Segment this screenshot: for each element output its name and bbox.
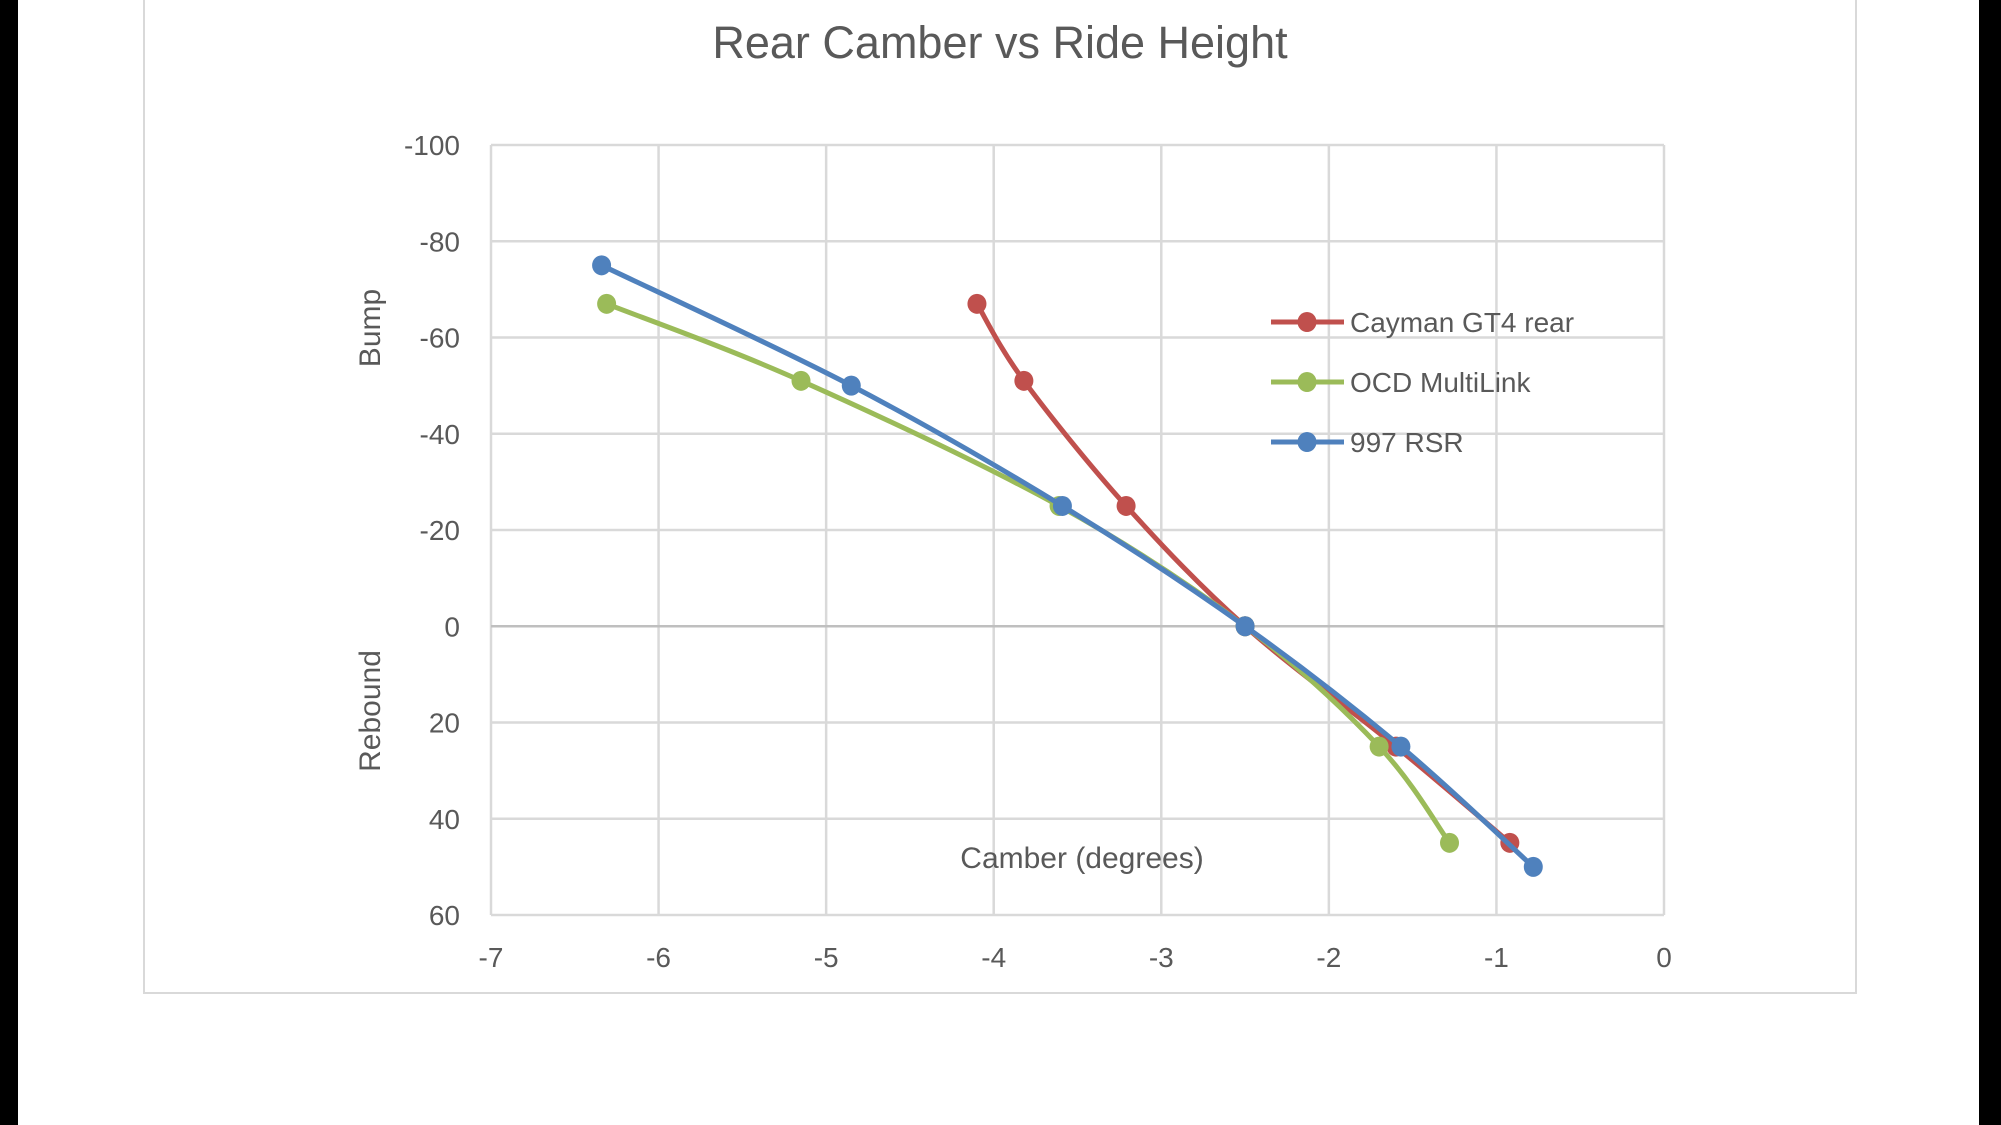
x-tick-label: -1 (1484, 942, 1509, 973)
data-point (1052, 495, 1072, 516)
data-point (1523, 856, 1543, 877)
legend-marker (1297, 372, 1317, 392)
data-point (1014, 370, 1034, 391)
data-point (597, 293, 617, 314)
data-point (841, 375, 861, 396)
y-tick-label: -40 (420, 419, 460, 450)
y-axis-title-rebound: Rebound (354, 650, 387, 772)
left-black-band (0, 0, 18, 1125)
x-tick-label: -7 (479, 942, 504, 973)
data-point (791, 370, 811, 391)
y-tick-label: -100 (404, 130, 460, 161)
y-tick-label: -60 (420, 323, 460, 354)
y-axis-title-bump: Bump (354, 289, 387, 367)
x-tick-label: -3 (1149, 942, 1174, 973)
legend-marker (1297, 312, 1317, 332)
y-tick-label: 60 (429, 900, 460, 931)
legend-label: OCD MultiLink (1350, 367, 1531, 398)
data-point (1391, 736, 1411, 757)
y-tick-label: 20 (429, 708, 460, 739)
legend-marker (1297, 432, 1317, 452)
legend-label: 997 RSR (1350, 427, 1464, 458)
data-point (1440, 832, 1460, 853)
data-point (967, 293, 987, 314)
y-tick-label: -20 (420, 515, 460, 546)
legend-label: Cayman GT4 rear (1350, 307, 1574, 338)
chart-frame (143, 0, 1857, 994)
x-tick-label: -4 (981, 942, 1006, 973)
x-tick-label: -2 (1316, 942, 1341, 973)
chart-title: Rear Camber vs Ride Height (712, 17, 1288, 68)
y-tick-label: 40 (429, 804, 460, 835)
data-point (1235, 616, 1255, 637)
y-tick-label: -80 (420, 226, 460, 257)
data-point (1116, 495, 1136, 516)
x-tick-label: -5 (814, 942, 839, 973)
y-tick-label: 0 (444, 611, 460, 642)
right-black-band (1979, 0, 2001, 1125)
x-tick-label: -6 (646, 942, 671, 973)
x-axis-title: Camber (degrees) (960, 842, 1203, 875)
data-point (1369, 736, 1389, 757)
data-point (592, 255, 612, 276)
x-tick-label: 0 (1656, 942, 1672, 973)
